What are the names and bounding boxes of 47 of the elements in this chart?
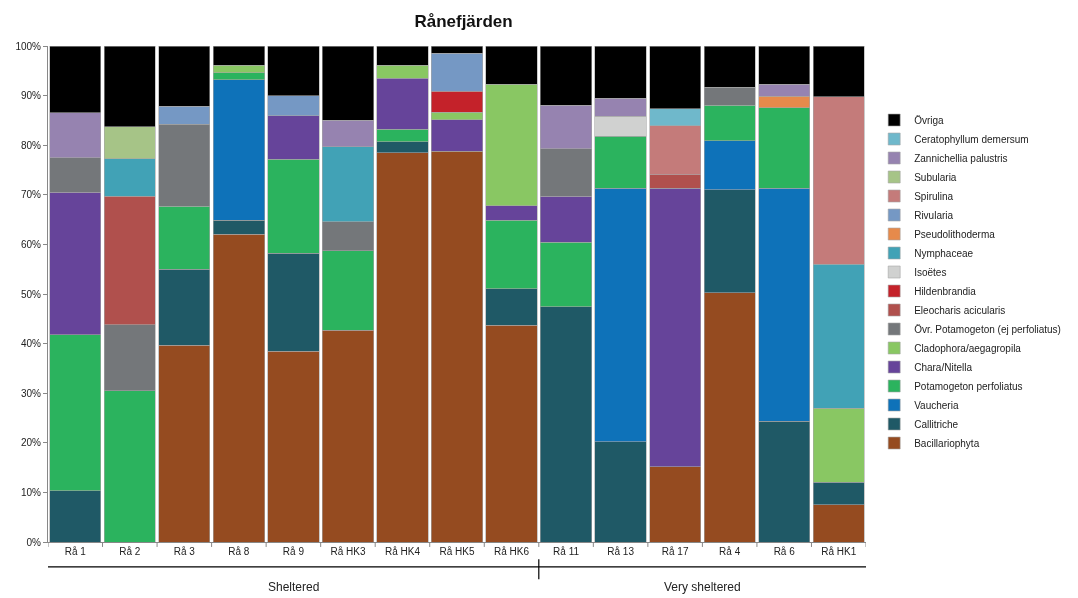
legend-label: Chara/Nitella	[914, 361, 973, 373]
legend-label: Callitriche	[914, 418, 959, 430]
legend-label: Eleocharis acicularis	[914, 304, 1006, 316]
y-tick-label: 60%	[20, 238, 42, 250]
legend-label: Potamogeton perfoliatus	[914, 380, 1023, 392]
y-tick-label: 50%	[20, 288, 42, 300]
y-tick-label: 40%	[20, 338, 42, 350]
x-tick-label: Rå 3	[173, 546, 196, 557]
y-tick-label: 30%	[20, 387, 42, 399]
legend-label: Rivularia	[914, 209, 954, 221]
legend-label: Spirulina	[914, 190, 954, 202]
legend-label: Subularia	[914, 171, 957, 183]
legend-label: Pseudolithoderma	[914, 228, 996, 240]
y-tick-label: 80%	[20, 139, 42, 151]
legend-label: Övr. Potamogeton (ej perfoliatus)	[914, 323, 1061, 335]
legend-label: Bacillariophyta	[914, 437, 980, 449]
x-tick-label: Rå 4	[719, 546, 741, 557]
text: Very sheltered	[664, 580, 741, 594]
x-tick-label: Rå 11	[553, 546, 580, 557]
y-tick-label: 70%	[20, 189, 42, 201]
legend-label: Zannichellia palustris	[914, 152, 1008, 164]
legend-label: Ceratophyllum demersum	[914, 133, 1029, 145]
y-tick-label: 100%	[15, 40, 42, 52]
legend-label: Cladophora/aegagropila	[914, 342, 1022, 354]
legend-label: Vaucheria	[914, 399, 959, 411]
y-tick-label: 10%	[20, 486, 42, 498]
x-tick-label: Rå 17	[661, 546, 689, 557]
legend-label: Isoëtes	[914, 266, 947, 278]
y-tick-label: 90%	[20, 90, 42, 102]
x-tick-label: Rå HK6	[494, 546, 530, 557]
legend-label: Övriga	[914, 114, 945, 126]
x-tick-label: Rå 9	[282, 546, 305, 557]
x-tick-label: Rå 2	[119, 546, 141, 557]
x-tick-label: Rå HK3	[330, 546, 366, 557]
y-tick-label: 20%	[20, 437, 42, 449]
x-tick-label: Rå HK5	[439, 546, 475, 557]
x-tick-label: Rå HK1	[821, 546, 857, 557]
legend-label: Nymphaceae	[914, 247, 974, 259]
x-tick-label: Rå 8	[228, 546, 250, 557]
chart-title: Rånefjärden	[414, 11, 513, 31]
text: Sheltered	[268, 580, 320, 594]
x-tick-label: Rå 13	[607, 546, 635, 557]
x-tick-label: Rå HK4	[384, 546, 421, 557]
x-tick-label: Rå 1	[64, 546, 87, 557]
y-tick-label: 0%	[26, 536, 42, 548]
x-tick-label: Rå 6	[773, 546, 796, 557]
legend-label: Hildenbrandia	[914, 285, 977, 297]
